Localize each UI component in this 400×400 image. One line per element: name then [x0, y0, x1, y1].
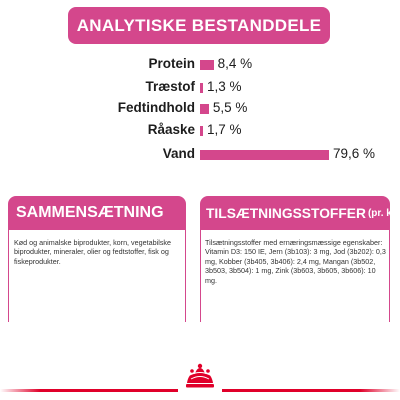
bar-value-label: 8,4 %: [217, 56, 253, 71]
additives-text: Tilsætningsstoffer med ernæringsmæssige …: [205, 238, 386, 285]
additives-title: TILSÆTNINGSSTOFFER: [206, 205, 366, 221]
bar-value-label: 1,7 %: [207, 122, 242, 137]
bar-mark: [200, 83, 203, 93]
bar-category-label: Vand: [162, 146, 195, 161]
bar-row: Træstof 1,3 %: [0, 77, 400, 99]
analytical-bar-chart: Protein 8,4 % Træstof 1,3 % Fedtindhold 5,5 %…: [0, 0, 400, 180]
section-title-composition: SAMMENSÆTNING: [8, 196, 186, 230]
bar-value-label: 1,3 %: [207, 79, 242, 94]
bar-value-label: 5,5 %: [212, 100, 248, 115]
bar-row: Protein 8,4 %: [0, 54, 400, 76]
bar-category-label: Træstof: [145, 79, 195, 94]
section-title-additives: TILSÆTNINGSSTOFFER (pr. kg): [200, 196, 400, 230]
additives-unit: (pr. kg): [367, 207, 400, 219]
bar-mark: [200, 60, 214, 70]
composition-text: Kød og animalske biprodukter, korn, vege…: [14, 238, 172, 266]
bar-row: Fedtindhold 5,5 %: [0, 98, 400, 120]
bar-mark: [200, 150, 329, 160]
bar-row: Råaske 1,7 %: [0, 120, 400, 142]
bar-mark: [200, 104, 209, 114]
bar-mark: [200, 126, 203, 136]
bar-category-label: Råaske: [147, 122, 195, 137]
bar-category-label: Protein: [148, 56, 195, 71]
composition-frame: [8, 230, 186, 322]
bar-value-label: 79,6 %: [332, 146, 375, 161]
royal-canin-crown-icon: [178, 361, 222, 393]
additives-frame: [200, 230, 390, 322]
bar-row: Vand 79,6 %: [0, 144, 400, 166]
section-title-analytical: ANALYTISKE BESTANDDELE: [68, 7, 330, 44]
bar-category-label: Fedtindhold: [117, 100, 195, 115]
